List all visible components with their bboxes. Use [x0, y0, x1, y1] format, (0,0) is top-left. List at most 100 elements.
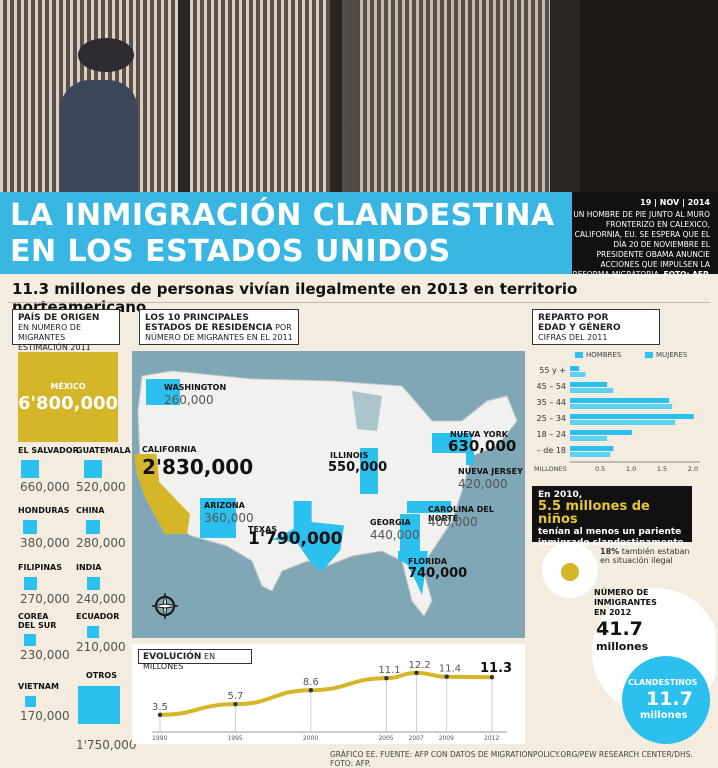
kids-box: En 2010, 5.5 millones de niños tenían al…	[532, 486, 692, 548]
country-square	[87, 626, 99, 638]
age-category-label: 25 – 34	[537, 414, 566, 423]
age-category-label: 45 – 54	[537, 382, 566, 391]
us-map: WASHINGTON 260,000 CALIFORNIA 2'830,000 …	[132, 351, 525, 638]
age-bar	[570, 420, 676, 425]
caption-date: 19 | NOV | 2014	[640, 198, 710, 207]
newjersey-label: NUEVA JERSEY	[458, 467, 523, 476]
texas-value: 1'790,000	[248, 529, 343, 549]
states-panel-title: LOS 10 PRINCIPALES ESTADOS DE RESIDENCIA…	[139, 309, 299, 345]
country-label: COREA DEL SUR	[18, 612, 57, 630]
age-tick-label: 1.5	[657, 465, 667, 473]
country-label: CHINA	[76, 506, 105, 515]
country-value: 380,000	[20, 536, 70, 550]
country-square	[24, 696, 36, 707]
evolution-year-label: 2000	[303, 735, 318, 742]
california-value: 2'830,000	[142, 455, 254, 479]
title-band	[0, 192, 572, 274]
age-category-label: 55 y +	[539, 366, 566, 375]
washington-label: WASHINGTON	[164, 383, 227, 392]
evolution-point	[308, 688, 314, 693]
carolina-label: CAROLINA DEL NORTE	[428, 505, 494, 523]
age-bar	[570, 388, 614, 393]
illinois-value: 550,000	[328, 460, 388, 475]
texas-label: TEXAS	[248, 525, 278, 534]
fence-mid	[190, 0, 330, 192]
state-carolina-shape	[407, 501, 451, 513]
country-label: GUATEMALA	[76, 446, 131, 455]
photo-caption: 19 | NOV | 2014 UN HOMBRE DE PIE JUNTO A…	[572, 192, 718, 279]
origin-panel-title: PAÍS DE ORIGEN EN NÚMERO DE MIGRANTES ES…	[12, 309, 120, 352]
state-arizona-shape	[200, 498, 236, 538]
legend-men-swatch	[575, 352, 583, 358]
country-square	[23, 520, 37, 534]
age-bar	[570, 372, 586, 377]
illinois-label: ILLINOIS	[330, 451, 369, 460]
evolution-value-label: 8.6	[303, 677, 319, 688]
evolution-value-label: 5.7	[227, 691, 243, 702]
florida-label: FLORIDA	[408, 557, 448, 566]
age-tick-label: 0.5	[595, 465, 605, 473]
georgia-value: 440,000	[370, 528, 420, 542]
legend-women-swatch	[645, 352, 653, 358]
evolution-panel: EVOLUCIÓN EN MILLONES 3.5 1990 5.7 1995 8.6 2…	[132, 644, 525, 744]
fence-right	[360, 0, 550, 192]
newjersey-value: 420,000	[458, 477, 508, 491]
evolution-year-label: 2012	[484, 735, 499, 742]
caption-text: UN HOMBRE DE PIE JUNTO AL MURO FRONTERIZ…	[572, 210, 711, 279]
legend-men-label: HOMBRES	[586, 351, 622, 359]
evolution-line	[159, 670, 493, 717]
country-value: 660,000	[20, 480, 70, 494]
newyork-value: 630,000	[448, 437, 517, 455]
total-label: NÚMERO DE INMIGRANTES EN 2012	[594, 588, 657, 617]
legend-women-label: MUJERES	[656, 351, 688, 359]
age-axis-label: MILLONES	[534, 465, 567, 473]
state-georgia-shape	[400, 514, 420, 554]
country-value: 240,000	[76, 592, 126, 606]
mexico-label: MÉXICO	[50, 382, 86, 391]
evolution-year-label: 2009	[439, 735, 454, 742]
clan-unit: millones	[640, 710, 688, 721]
header-photo	[0, 0, 718, 192]
evolution-year-label: 1990	[152, 735, 167, 742]
age-bar	[570, 366, 580, 371]
country-value: 170,000	[20, 709, 70, 723]
evolution-point	[444, 674, 449, 679]
country-label: EL SALVADOR	[18, 446, 79, 455]
state-illinois-shape	[360, 448, 378, 494]
evolution-value-label: 12.2	[409, 660, 431, 671]
mexico-square	[18, 352, 118, 442]
age-bar	[570, 436, 608, 441]
evolution-year-label: 2005	[378, 735, 393, 742]
kids-pct-text: 18% también estaban en situación ilegal	[600, 547, 690, 565]
newyork-label: NUEVA YORK	[450, 430, 508, 439]
carolina-value: 400,000	[428, 515, 478, 529]
country-value: 1'750,000	[76, 738, 137, 752]
evolution-value-label: 11.4	[439, 664, 461, 675]
clan-label: CLANDESTINOS	[628, 678, 698, 687]
evolution-value-label: 11.3	[480, 661, 512, 676]
washington-value: 260,000	[164, 393, 214, 407]
country-label: FILIPINAS	[18, 563, 63, 572]
age-tick-label: 1.0	[626, 465, 636, 473]
age-panel-title: REPARTO POR EDAD Y GÉNERO CIFRAS DEL 2011	[532, 309, 660, 345]
age-chart: 55 y + 45 – 54 35 – 44 25 – 34 18 – 24 – de 1…	[534, 366, 700, 473]
age-bar	[570, 382, 608, 387]
person-body	[60, 80, 138, 192]
country-label: HONDURAS	[18, 506, 70, 515]
country-square	[86, 577, 100, 590]
compass-icon	[151, 592, 179, 620]
age-category-label: 35 – 44	[537, 398, 566, 407]
country-value: 230,000	[20, 648, 70, 662]
kids-circles	[542, 542, 716, 744]
country-label: INDIA	[76, 563, 102, 572]
country-square	[23, 577, 37, 590]
evolution-point	[384, 675, 389, 681]
age-category-label: – de 18	[537, 446, 566, 455]
age-category-label: 18 – 24	[537, 430, 566, 439]
arizona-label: ARIZONA	[204, 501, 245, 510]
florida-value: 740,000	[408, 566, 468, 581]
total-unit: millones	[596, 640, 649, 653]
evolution-value-label: 11.1	[378, 665, 400, 676]
age-tick-label: 2.0	[688, 465, 698, 473]
country-label: ECUADOR	[76, 612, 120, 621]
